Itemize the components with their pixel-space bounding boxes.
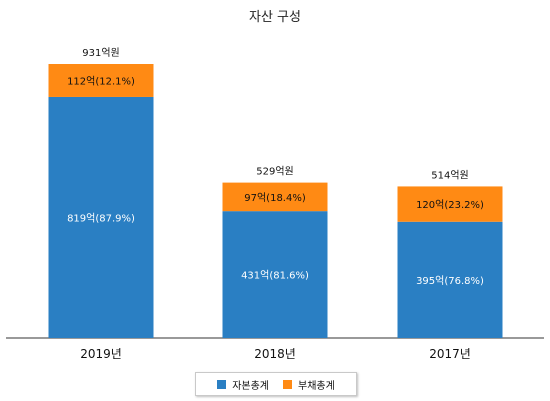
x-tick-label-1: 2018년 bbox=[254, 347, 296, 361]
bar-equity-1 bbox=[222, 211, 328, 338]
bar-liabilities-2 bbox=[397, 186, 503, 222]
legend-swatch-equity bbox=[217, 379, 227, 389]
chart-legend: 자본총계 부채총계 bbox=[195, 372, 357, 396]
total-label-2: 514억원 bbox=[431, 169, 469, 181]
legend-label-equity: 자본총계 bbox=[232, 380, 269, 392]
data-label-liabilities-0: 112억(12.1%) bbox=[67, 75, 135, 87]
bar-liabilities-1 bbox=[222, 182, 328, 212]
legend-label-liabilities: 부채총계 bbox=[298, 380, 335, 392]
total-label-1: 529억원 bbox=[256, 166, 294, 178]
legend-item-liabilities: 부채총계 bbox=[283, 377, 335, 392]
data-label-equity-1: 431억(81.6%) bbox=[241, 270, 309, 282]
x-tick-label-2: 2017년 bbox=[429, 347, 471, 361]
bar-equity-2 bbox=[397, 221, 503, 338]
chart-title: 자산 구성 bbox=[249, 10, 301, 25]
x-tick-label-0: 2019년 bbox=[80, 347, 122, 361]
data-label-liabilities-1: 97억(18.4%) bbox=[244, 192, 306, 204]
legend-item-equity: 자본총계 bbox=[217, 377, 269, 392]
legend-swatch-liabilities bbox=[283, 379, 292, 389]
bar-liabilities-0 bbox=[48, 64, 154, 97]
data-label-liabilities-2: 120억(23.2%) bbox=[416, 199, 484, 211]
total-label-0: 931억원 bbox=[82, 47, 120, 59]
bar-equity-0 bbox=[48, 96, 154, 338]
data-label-equity-2: 395억(76.8%) bbox=[416, 275, 484, 287]
data-label-equity-0: 819억(87.9%) bbox=[67, 212, 135, 224]
